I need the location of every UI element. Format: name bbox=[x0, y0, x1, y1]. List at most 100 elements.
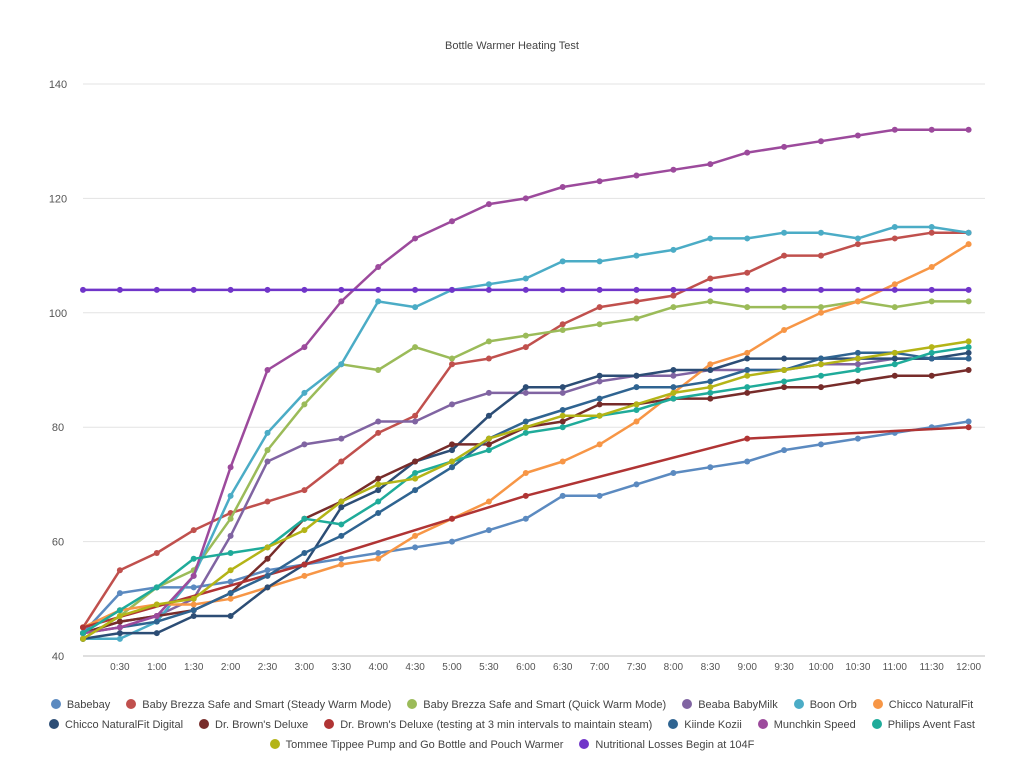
data-point bbox=[264, 572, 271, 579]
legend-item[interactable]: Baby Brezza Safe and Smart (Quick Warm M… bbox=[407, 695, 666, 715]
y-tick-label: 100 bbox=[49, 308, 67, 320]
data-point bbox=[301, 487, 308, 494]
data-point bbox=[965, 349, 972, 356]
data-point bbox=[633, 252, 640, 259]
data-point bbox=[80, 286, 86, 293]
data-point bbox=[670, 469, 677, 476]
data-point bbox=[707, 235, 714, 242]
data-point bbox=[522, 515, 529, 522]
y-tick-label: 140 bbox=[49, 79, 67, 91]
data-point bbox=[744, 286, 751, 293]
data-point bbox=[190, 601, 197, 608]
legend-item[interactable]: Chicco NaturalFit Digital bbox=[49, 715, 183, 735]
data-point bbox=[818, 138, 824, 145]
data-point bbox=[412, 475, 419, 482]
data-point bbox=[412, 344, 419, 351]
data-point bbox=[264, 367, 271, 373]
data-point bbox=[818, 361, 824, 368]
data-point bbox=[707, 464, 714, 471]
series-group bbox=[80, 418, 972, 637]
data-point bbox=[707, 378, 714, 385]
legend-item[interactable]: Dr. Brown's Deluxe (testing at 3 min int… bbox=[324, 715, 652, 735]
data-point bbox=[744, 367, 751, 373]
legend-item[interactable]: Tommee Tippee Pump and Go Bottle and Pou… bbox=[269, 735, 563, 755]
legend-item[interactable]: Philips Avent Fast bbox=[871, 715, 975, 735]
data-point bbox=[375, 550, 382, 557]
legend-item[interactable]: Babebay bbox=[50, 695, 110, 715]
data-point bbox=[80, 635, 86, 642]
data-point bbox=[190, 584, 197, 591]
legend-item[interactable]: Munchkin Speed bbox=[757, 715, 856, 735]
legend-item[interactable]: Chicco NaturalFit bbox=[872, 695, 973, 715]
series-group bbox=[80, 229, 972, 631]
data-point bbox=[596, 441, 603, 448]
data-point bbox=[744, 149, 751, 156]
data-point bbox=[301, 389, 308, 396]
data-point bbox=[670, 292, 677, 299]
data-point bbox=[485, 201, 492, 208]
data-point bbox=[485, 338, 492, 345]
data-point bbox=[338, 361, 345, 368]
data-point bbox=[670, 246, 677, 253]
data-point bbox=[338, 498, 345, 505]
legend-marker bbox=[793, 699, 804, 709]
data-point bbox=[153, 630, 160, 637]
data-point bbox=[633, 418, 640, 425]
data-point bbox=[707, 367, 714, 373]
data-point bbox=[928, 126, 935, 133]
data-point bbox=[818, 355, 824, 362]
legend-item[interactable]: Dr. Brown's Deluxe bbox=[199, 715, 308, 735]
data-point bbox=[449, 447, 455, 454]
data-point bbox=[818, 441, 824, 448]
data-point bbox=[264, 498, 271, 505]
data-point bbox=[412, 418, 419, 425]
data-point bbox=[116, 612, 123, 619]
series-group bbox=[80, 424, 972, 631]
data-point bbox=[301, 344, 308, 351]
data-point bbox=[670, 166, 677, 173]
data-point bbox=[559, 424, 566, 431]
data-point bbox=[412, 412, 419, 419]
data-point bbox=[559, 183, 566, 190]
legend-marker bbox=[757, 719, 768, 729]
data-point bbox=[928, 298, 935, 305]
chart-legend: Babebay Baby Brezza Safe and Smart (Stead… bbox=[20, 695, 1004, 755]
x-tick-label: 5:00 bbox=[442, 662, 462, 673]
data-point bbox=[707, 298, 714, 305]
legend-item[interactable]: Nutritional Losses Begin at 104F bbox=[579, 735, 754, 755]
data-point bbox=[633, 401, 640, 408]
data-point bbox=[781, 286, 788, 293]
data-point bbox=[301, 401, 308, 408]
legend-label: Munchkin Speed bbox=[773, 719, 856, 731]
data-point bbox=[522, 429, 529, 436]
legend-item[interactable]: Boon Orb bbox=[793, 695, 857, 715]
data-point bbox=[116, 590, 123, 597]
data-point bbox=[522, 492, 529, 499]
data-point bbox=[449, 361, 455, 368]
legend-label: Philips Avent Fast bbox=[887, 719, 975, 731]
data-point bbox=[781, 355, 788, 362]
legend-item[interactable]: Beaba BabyMilk bbox=[682, 695, 778, 715]
data-point bbox=[559, 389, 566, 396]
legend-marker bbox=[324, 719, 335, 729]
x-tick-label: 1:30 bbox=[184, 662, 204, 673]
data-point bbox=[707, 389, 714, 396]
x-tick-label: 3:30 bbox=[332, 662, 352, 673]
data-point bbox=[375, 487, 382, 494]
data-point bbox=[633, 481, 640, 488]
data-point bbox=[854, 286, 861, 293]
data-point bbox=[338, 555, 345, 562]
data-point bbox=[559, 286, 566, 293]
series-line bbox=[82, 128, 969, 635]
data-point bbox=[485, 527, 492, 534]
data-point bbox=[301, 561, 308, 568]
data-point bbox=[928, 229, 935, 236]
series-group bbox=[80, 367, 972, 637]
data-point bbox=[190, 572, 197, 579]
data-point bbox=[670, 389, 677, 396]
data-point bbox=[301, 286, 308, 293]
legend-item[interactable]: Kiinde Kozii bbox=[668, 715, 742, 735]
legend-label: Beaba BabyMilk bbox=[698, 699, 778, 711]
legend-item[interactable]: Baby Brezza Safe and Smart (Steady Warm … bbox=[126, 695, 391, 715]
